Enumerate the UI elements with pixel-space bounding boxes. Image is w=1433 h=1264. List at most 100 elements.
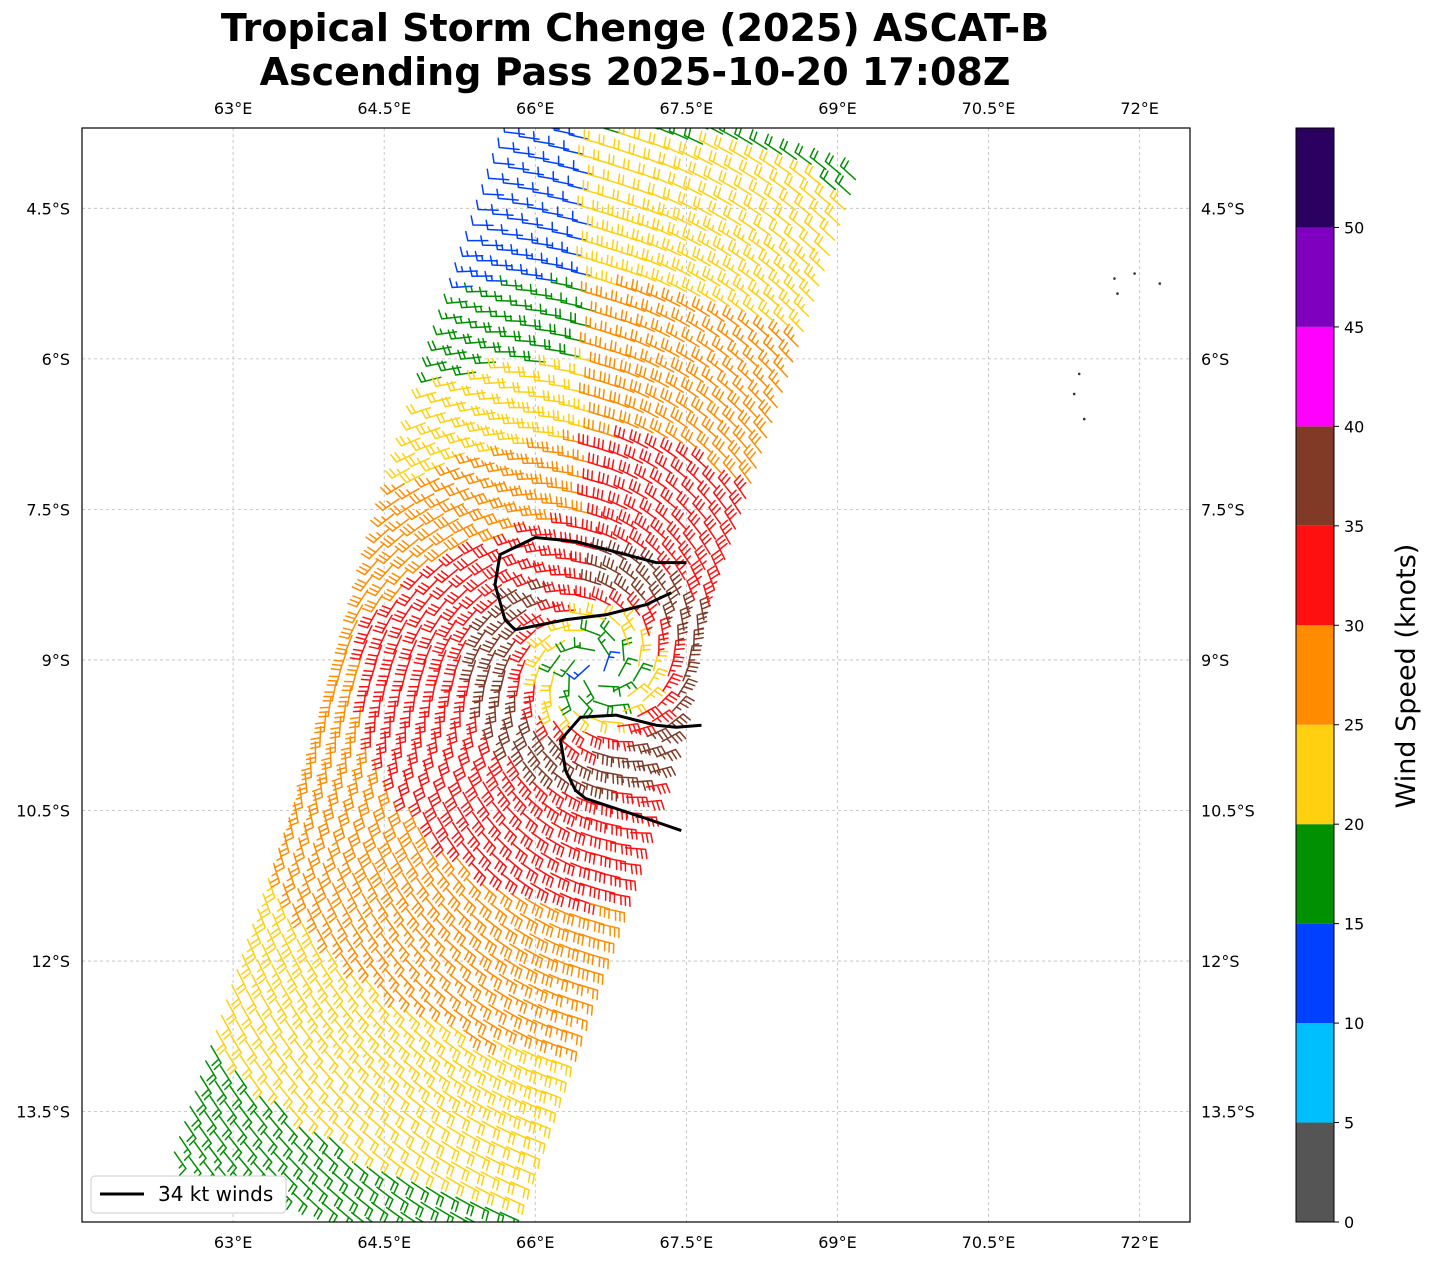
wind-barb [433, 1019, 451, 1042]
wind-barb [576, 796, 597, 815]
wind-barb [706, 565, 720, 591]
wind-barb [492, 1039, 512, 1060]
wind-barb [757, 349, 774, 373]
wind-barb [507, 537, 533, 550]
colorbar-segment [1296, 525, 1334, 626]
wind-barb [390, 953, 405, 978]
wind-barb [307, 1146, 324, 1170]
colorbar-tick-label: 20 [1344, 815, 1364, 834]
wind-barb [454, 609, 478, 627]
wind-barb [340, 736, 352, 760]
wind-barb [590, 300, 612, 318]
wind-barb [708, 150, 728, 171]
wind-barb [493, 290, 518, 303]
wind-barb [673, 156, 693, 176]
wind-barb [385, 467, 411, 479]
wind-barb [487, 1054, 507, 1075]
wind-barb [665, 585, 679, 611]
wind-barb [392, 1090, 410, 1113]
wind-barb [440, 902, 456, 927]
wind-barb [424, 497, 450, 509]
wind-barb [328, 1085, 344, 1110]
wind-barb [415, 710, 426, 735]
wind-barb [439, 449, 465, 460]
wind-barb [451, 821, 465, 847]
wind-barb [639, 448, 658, 469]
colorbar-tick-label: 30 [1344, 616, 1364, 635]
wind-barb [534, 509, 558, 520]
wind-barb [655, 302, 676, 323]
wind-barb [530, 473, 554, 485]
wind-barb [687, 510, 702, 535]
wind-barb [603, 651, 621, 672]
wind-barb [458, 489, 485, 501]
wind-barb [428, 649, 447, 671]
wind-barb [501, 705, 514, 731]
wind-barb [322, 796, 335, 822]
wind-barb [687, 211, 707, 231]
wind-barb [483, 513, 509, 526]
wind-barb [378, 1034, 395, 1059]
wind-barb [445, 887, 461, 912]
wind-barb [484, 918, 503, 941]
wind-barb [758, 399, 773, 424]
wind-barb [679, 606, 692, 631]
wind-barb [348, 705, 362, 729]
wind-barb [448, 1024, 466, 1047]
wind-barb [375, 665, 392, 686]
wind-barb [585, 816, 607, 834]
wind-barb [343, 837, 357, 863]
wind-barb [718, 128, 738, 140]
wind-barb [508, 994, 528, 1015]
wind-barb [715, 534, 728, 560]
wind-barb [291, 1191, 308, 1215]
wind-barb [504, 1196, 525, 1216]
wind-barb [302, 1161, 319, 1185]
wind-barb [501, 173, 525, 186]
wind-barb [369, 862, 383, 888]
wind-barb [662, 673, 683, 692]
wind-barb [295, 989, 308, 1015]
wind-barb [707, 250, 726, 272]
wind-barb [590, 852, 611, 869]
wind-barb [501, 821, 518, 846]
wind-barb [463, 525, 489, 538]
wind-barb [613, 573, 631, 596]
wind-barb [292, 1141, 308, 1165]
wind-barb [571, 499, 593, 515]
wind-barb [649, 417, 669, 439]
wind-barb [305, 958, 318, 984]
wind-barb [530, 882, 549, 904]
wind-barb [595, 836, 617, 853]
wind-barb [778, 288, 795, 312]
wind-barb [511, 791, 527, 816]
wind-barb [506, 591, 532, 605]
wind-barb [623, 444, 644, 464]
wind-barb [554, 907, 575, 927]
wind-barb [529, 283, 552, 297]
wind-barbs [173, 128, 857, 1222]
wind-barb [516, 1064, 537, 1084]
wind-barb [214, 1080, 228, 1106]
wind-barb [701, 315, 720, 338]
wind-barb [357, 1095, 375, 1119]
legend-label: 34 kt winds [158, 1182, 273, 1206]
wind-barb [504, 958, 523, 980]
wind-barb [488, 1004, 507, 1025]
wind-barb [419, 512, 445, 525]
wind-barb [531, 730, 545, 756]
wind-barb [716, 370, 734, 393]
wind-barb [583, 968, 604, 985]
wind-barb [691, 296, 711, 317]
wind-barb [445, 1176, 465, 1197]
wind-barb [342, 604, 364, 624]
wind-barb [263, 1131, 278, 1156]
wind-barb [402, 690, 417, 713]
wind-barb [282, 1171, 298, 1196]
wind-barb [372, 614, 393, 634]
wind-barb [752, 314, 770, 338]
wind-barb [385, 568, 409, 586]
wind-barb [604, 355, 625, 373]
wind-barb [429, 781, 442, 807]
colorbar-tick-label: 10 [1344, 1014, 1364, 1033]
